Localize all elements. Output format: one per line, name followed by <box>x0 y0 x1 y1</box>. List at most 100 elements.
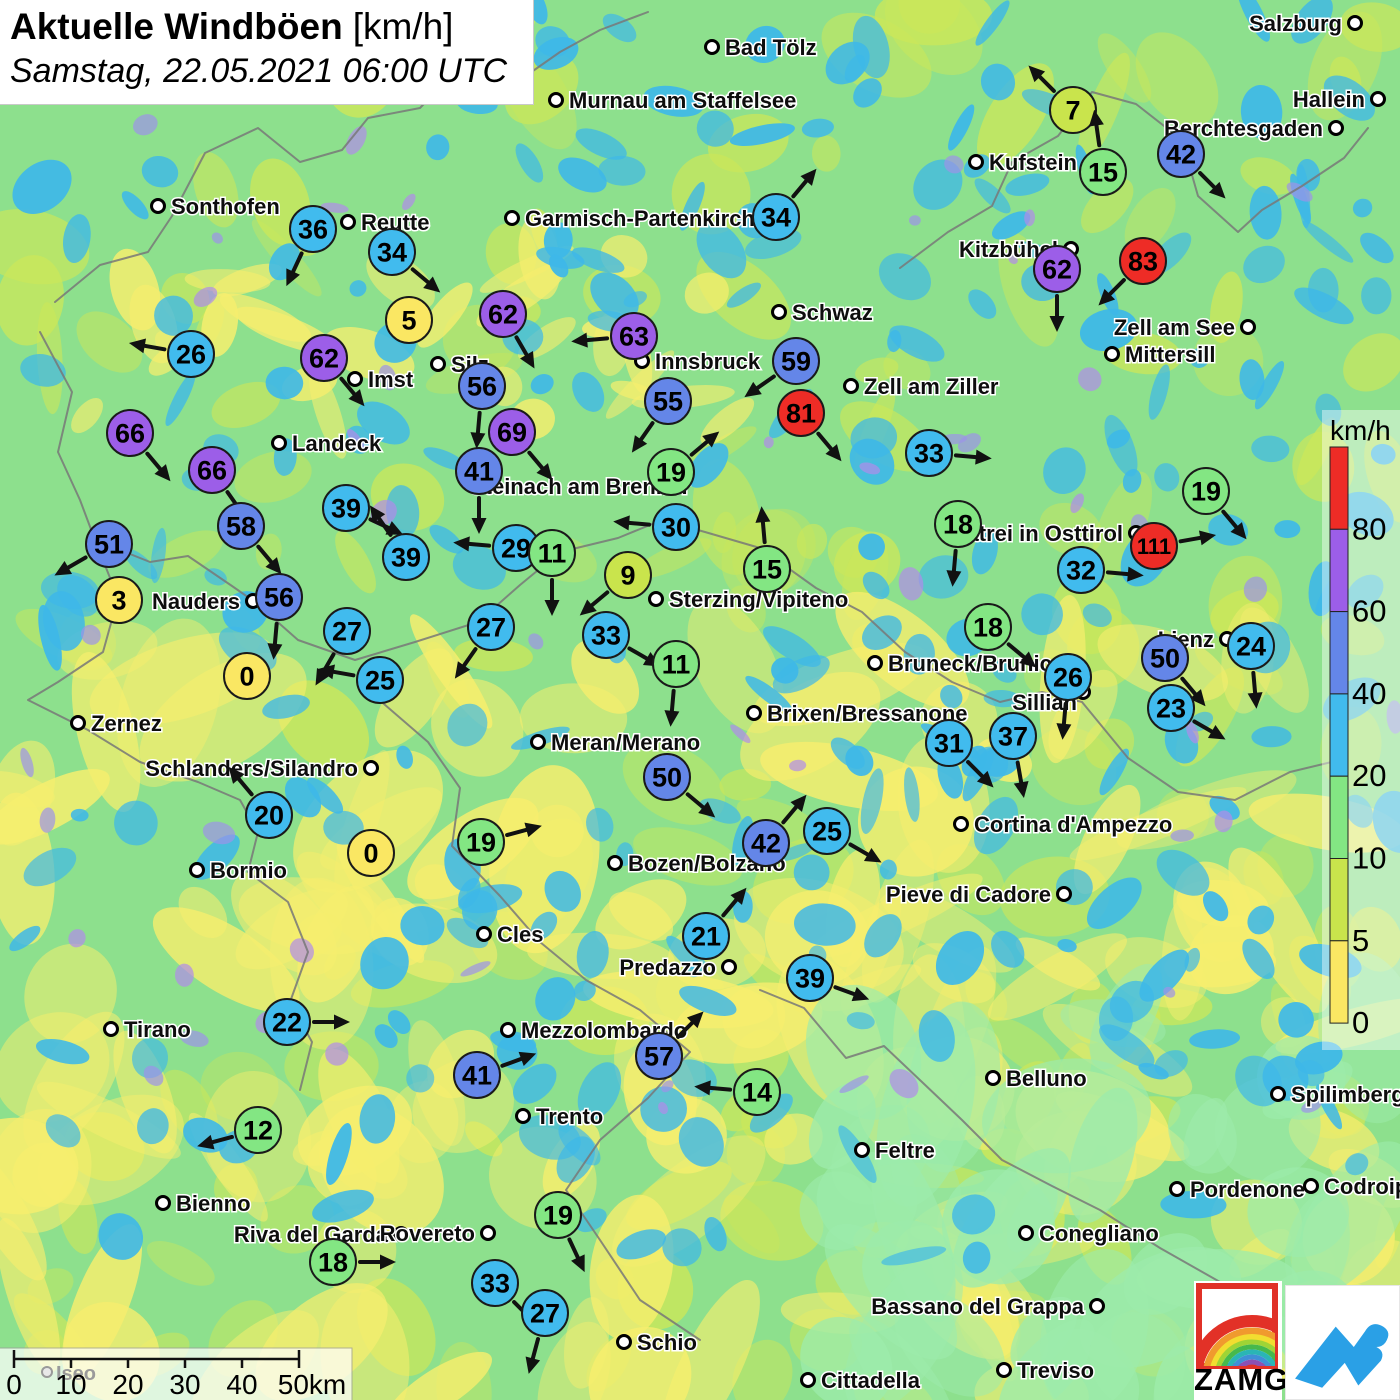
station-gust-11: 11 <box>528 529 576 616</box>
arrow-head-icon <box>518 1051 537 1066</box>
station-gust-55: 55 <box>631 377 692 453</box>
blue-mountain-icon <box>1295 1324 1389 1388</box>
scale-label: 20 <box>112 1369 143 1400</box>
place-cles: Cles <box>476 921 545 949</box>
place-feltre: Feltre <box>854 1137 936 1165</box>
gust-value: 29 <box>501 534 531 564</box>
arrow-head-icon <box>524 822 542 838</box>
faded-place-name: Iseo <box>56 1363 96 1385</box>
station-gust-56: 56 <box>255 573 303 660</box>
gust-value: 23 <box>1156 694 1186 724</box>
wind-stations: 7 15 42 62 83 36 34 34 5 62 26 62 56 63 59 55 81 33 69 66 66… <box>54 65 1275 1374</box>
gust-value-circle <box>743 545 791 593</box>
arrow-head-icon <box>571 332 588 348</box>
wind-direction-arrow <box>460 647 478 670</box>
place-zell-am-see: Zell am See <box>1112 314 1256 342</box>
arrow-head-icon <box>470 432 486 449</box>
arrow-head-icon <box>631 435 648 453</box>
place-garmisch-partenkirchen: Garmisch-Partenkirchen <box>504 205 782 233</box>
station-gust-18: 18 <box>934 500 982 587</box>
place-name: Cittadella <box>821 1368 921 1393</box>
wind-direction-arrow <box>791 176 811 199</box>
place-name: Garmisch-Partenkirchen <box>525 206 781 231</box>
station-gust-15: 15 <box>743 506 791 593</box>
gust-value-circle <box>989 712 1037 760</box>
arrow-head-icon <box>520 350 535 369</box>
gust-value: 41 <box>462 1061 492 1091</box>
place-salzburg: Salzburg <box>1248 10 1363 38</box>
gust-value: 33 <box>591 621 621 651</box>
gust-value-circle <box>458 362 506 410</box>
legend-title: km/h <box>1330 415 1391 446</box>
place-name: Bassano del Grappa <box>871 1294 1085 1319</box>
arrow-head-icon <box>863 848 882 863</box>
place-name: Meran/Merano <box>551 730 700 755</box>
place-name: Conegliano <box>1039 1221 1159 1246</box>
place-marker <box>1328 120 1344 136</box>
scale-bar: Iseo 0 10 20 30 40 50km <box>0 1347 353 1400</box>
gust-value-circle <box>323 607 371 655</box>
page-title: Aktuelle Windböen [km/h] <box>10 6 523 48</box>
place-marker <box>515 1108 531 1124</box>
gust-value-circle <box>479 290 527 338</box>
wind-direction-arrow <box>1198 171 1219 192</box>
place-name: Bormio <box>210 858 287 883</box>
gust-value: 30 <box>661 513 691 543</box>
place-pordenone: Pordenone <box>1169 1176 1306 1204</box>
arrow-head-icon <box>800 168 817 186</box>
arrow-head-icon <box>1208 181 1226 199</box>
subtitle: Samstag, 22.05.2021 06:00 UTC <box>10 52 508 90</box>
place-marker <box>271 435 287 451</box>
gust-value-circle <box>368 228 416 276</box>
wind-direction-arrow <box>1105 278 1126 299</box>
wind-direction-arrow <box>1178 535 1206 544</box>
wind-direction-arrow <box>139 343 167 352</box>
place-marker <box>854 1142 870 1158</box>
place-name: Landeck <box>292 431 382 456</box>
station-gust-18: 18 <box>309 1238 396 1286</box>
wind-direction-arrow <box>256 544 276 567</box>
arrow-head-icon <box>694 1080 711 1096</box>
station-gust-57: 57 <box>635 1011 704 1080</box>
place-name: Salzburg <box>1249 11 1342 36</box>
station-gust-5: 5 <box>385 296 433 344</box>
place-name: Feltre <box>875 1138 935 1163</box>
place-marker <box>393 1226 409 1242</box>
gust-value: 111 <box>1137 534 1171 559</box>
wind-direction-arrow <box>753 374 776 392</box>
station-gust-9: 9 <box>579 551 652 616</box>
gust-value-circle <box>905 429 953 477</box>
place-name: Kufstein <box>989 150 1077 175</box>
station-gust-3: 3 <box>95 576 143 624</box>
wind-direction-arrow <box>505 827 532 838</box>
arrow-head-icon <box>755 506 771 523</box>
gust-value: 19 <box>543 1201 573 1231</box>
arrow-head-icon <box>686 1011 704 1029</box>
legend-swatch <box>1329 693 1349 777</box>
place-landeck: Landeck <box>271 430 384 458</box>
gust-value-circle <box>467 603 515 651</box>
wind-direction-arrow <box>953 453 981 460</box>
wind-direction-arrow <box>587 590 610 610</box>
station-gust-32: 32 <box>1057 546 1144 594</box>
place-kufstein: Kufstein <box>968 149 1079 177</box>
place-marker <box>953 816 969 832</box>
place-imst: Imst <box>347 366 415 394</box>
gust-value-circle <box>245 791 293 839</box>
wind-direction-arrow <box>685 792 708 812</box>
gust-value: 27 <box>476 613 506 643</box>
gust-value-circle <box>742 819 790 867</box>
station-gust-15: 15 <box>1079 109 1127 196</box>
station-gust-66: 66 <box>106 409 171 482</box>
wind-direction-arrow <box>676 1018 697 1039</box>
wind-direction-arrow <box>328 669 356 678</box>
station-gust-19: 19 <box>1182 467 1247 540</box>
gust-value-circle <box>1147 684 1195 732</box>
place-marker <box>530 734 546 750</box>
wind-direction-arrow <box>527 450 547 473</box>
gust-value: 0 <box>239 662 254 692</box>
arrow-head-icon <box>1019 651 1037 668</box>
gust-value: 59 <box>781 347 811 377</box>
gust-value-circle <box>652 640 700 688</box>
arrow-head-icon <box>315 667 330 686</box>
